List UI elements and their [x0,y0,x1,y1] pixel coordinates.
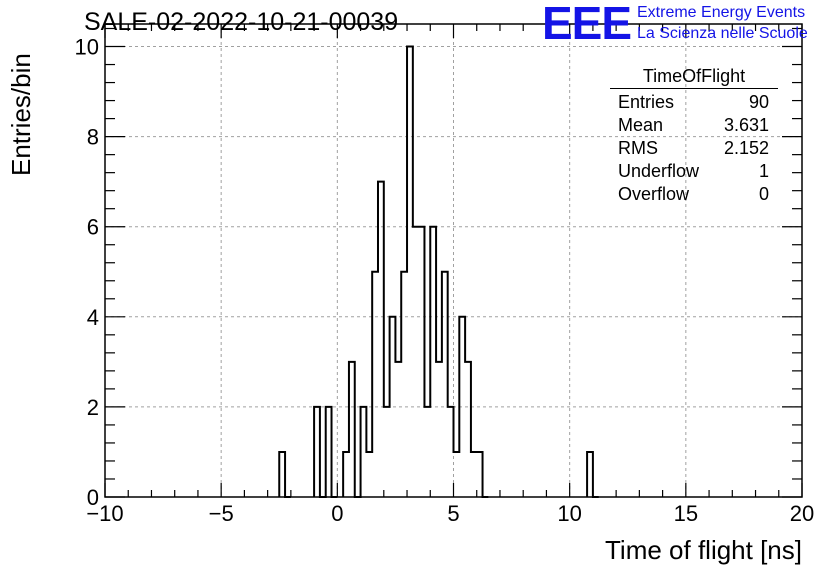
histogram-bin [436,362,442,497]
x-axis-label: Time of flight [ns] [605,535,802,565]
y-tick-label: 6 [87,215,99,240]
stats-label: Underflow [618,161,700,181]
stats-row-rms: RMS 2.152 [610,137,778,160]
stats-title: TimeOfFlight [610,66,778,89]
y-tick-label: 2 [87,395,99,420]
chart-title: SALE-02-2022-10-21-00039 [84,8,399,36]
histogram-bin [395,362,401,497]
histogram-bin [366,452,372,497]
x-tick-label: 0 [331,501,343,526]
stats-label: Entries [618,92,675,112]
stats-row-overflow: Overflow 0 [610,183,778,206]
histogram-bin [454,452,460,497]
stats-label: Mean [618,115,664,135]
eee-logo: EEE [542,0,632,49]
y-tick-label: 0 [87,485,99,510]
stats-value: 2.152 [723,138,769,158]
y-tick-label: 8 [87,125,99,150]
grid [105,24,802,497]
stats-row-entries: Entries 90 [610,91,778,114]
x-tick-label: −5 [209,501,234,526]
x-tick-label: 10 [557,501,581,526]
stats-value: 0 [758,184,769,204]
stats-value: 90 [748,92,769,112]
eee-logo-line-1: Extreme Energy Events [637,4,806,21]
stats-label: RMS [618,138,658,158]
histogram-outline [278,45,599,498]
stats-value: 1 [758,161,769,181]
y-axis-label: Entries/bin [6,53,36,176]
histogram-bin [424,407,430,497]
stats-label: Overflow [618,184,690,204]
histogram-bin [384,407,390,497]
x-tick-label: 15 [674,501,698,526]
stats-value: 3.631 [723,115,769,135]
eee-logo-line-2: La Scienza nelle Scuole [637,25,808,42]
y-tick-label: 10 [75,35,99,60]
x-tick-label: −10 [86,501,123,526]
y-tick-label: 4 [87,305,99,330]
x-tick-label: 20 [790,501,814,526]
histogram-step-line [278,45,599,498]
histogram-bin [471,452,477,497]
stats-row-mean: Mean 3.631 [610,114,778,137]
x-tick-label: 5 [447,501,459,526]
stats-box: TimeOfFlight Entries 90 Mean 3.631 RMS 2… [610,66,778,206]
stats-row-underflow: Underflow 1 [610,160,778,183]
histogram-bin [413,227,419,497]
